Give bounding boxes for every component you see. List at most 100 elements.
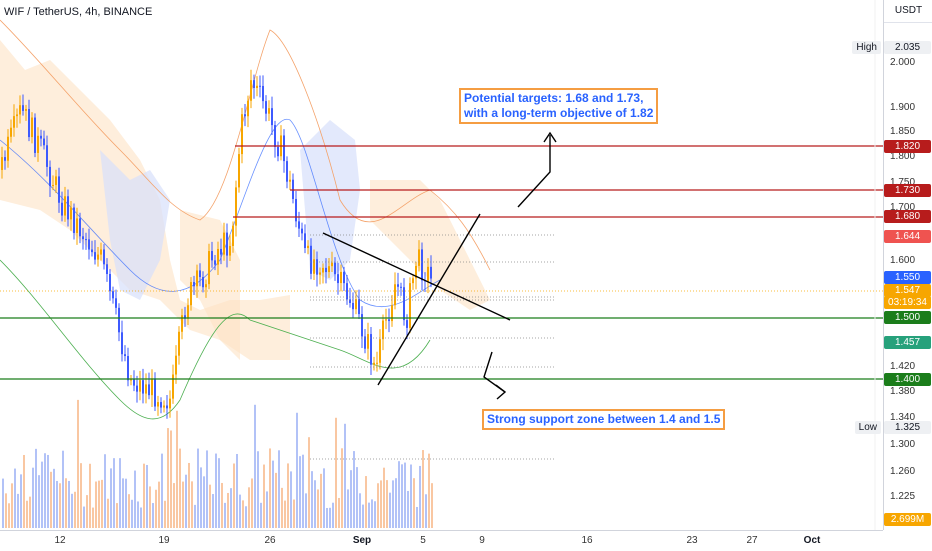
- volume-bar: [119, 458, 121, 528]
- candle-body: [361, 314, 363, 337]
- volume-bar: [299, 456, 301, 528]
- candle-body: [301, 228, 303, 234]
- volume-bar: [341, 448, 343, 528]
- candle-body: [223, 232, 225, 255]
- volume-bar: [47, 454, 49, 528]
- volume-bar: [80, 463, 82, 528]
- chart-area[interactable]: WIF / TetherUS, 4h, BINANCE Potential ta…: [0, 0, 883, 530]
- candle-body: [283, 135, 285, 162]
- candle-body: [385, 319, 387, 321]
- volume-bar: [140, 507, 142, 528]
- volume-bar: [143, 463, 145, 528]
- volume-bar: [173, 483, 175, 528]
- targets-annotation: Potential targets: 1.68 and 1.73, with a…: [459, 88, 659, 124]
- volume-bar: [101, 479, 103, 528]
- candle-body: [61, 202, 63, 216]
- volume-bar: [50, 471, 52, 528]
- volume-bar: [320, 473, 322, 528]
- volume-bar: [71, 493, 73, 528]
- time-tick-month: Oct: [803, 535, 821, 546]
- candle-body: [205, 284, 207, 288]
- lower-band: [0, 259, 431, 420]
- symbol-title: WIF / TetherUS, 4h, BINANCE: [4, 6, 153, 18]
- volume-bar: [365, 476, 367, 528]
- candle-body: [238, 154, 240, 188]
- candle-body: [7, 136, 9, 161]
- volume-bar: [23, 454, 25, 528]
- volume-bar: [8, 503, 10, 528]
- volume-bar: [272, 460, 274, 528]
- candle-body: [220, 248, 222, 255]
- level-badge-1400: 1.400: [884, 373, 931, 386]
- candle-body: [307, 245, 309, 249]
- candle-body: [193, 282, 195, 287]
- volume-bar: [374, 501, 376, 528]
- currency-unit[interactable]: USDT: [884, 0, 932, 23]
- volume-bar: [338, 497, 340, 528]
- price-tick: 1.420: [890, 361, 916, 372]
- volume-bar: [104, 454, 106, 528]
- candle-body: [268, 108, 270, 114]
- volume-bar: [56, 480, 58, 528]
- candle-body: [202, 277, 204, 288]
- candle-body: [88, 239, 90, 250]
- candle-body: [235, 187, 237, 226]
- volume-bar: [209, 484, 211, 528]
- candle-body: [259, 85, 261, 87]
- time-axis[interactable]: 12 19 26 Sep 5 9 16 23 27 Oct: [0, 530, 883, 551]
- candle-body: [271, 108, 273, 126]
- candle-body: [133, 379, 135, 386]
- candle-body: [262, 85, 264, 102]
- bearish-arrowhead: [495, 384, 507, 400]
- candle-body: [427, 266, 429, 282]
- candle-body: [184, 315, 186, 319]
- time-tick: 5: [420, 535, 426, 546]
- volume-bar: [380, 480, 382, 528]
- volume-bar: [137, 501, 139, 528]
- volume-bar: [326, 507, 328, 528]
- volume-bar: [35, 448, 37, 528]
- candle-body: [358, 299, 360, 315]
- volume-bar: [275, 472, 277, 528]
- candle-body: [337, 274, 339, 284]
- candle-body: [25, 109, 27, 111]
- volume-bar: [239, 494, 241, 528]
- volume-bar: [308, 437, 310, 528]
- candle-body: [376, 362, 378, 364]
- cloud-blue: [300, 120, 360, 280]
- price-tick: 1.800: [890, 151, 916, 162]
- candle-body: [1, 157, 3, 170]
- time-tick: 19: [158, 535, 170, 546]
- volume-bar: [77, 399, 79, 528]
- volume-bar: [305, 493, 307, 528]
- volume-bar: [62, 450, 64, 528]
- candle-body: [34, 117, 36, 153]
- volume-bar: [344, 423, 346, 528]
- volume-bar: [425, 494, 427, 528]
- volume-bar: [317, 489, 319, 528]
- volume-bar: [215, 453, 217, 528]
- candle-body: [295, 198, 297, 222]
- candle-body: [292, 179, 294, 199]
- price-chart[interactable]: [0, 0, 883, 530]
- candle-body: [325, 267, 327, 273]
- candle-body: [43, 138, 45, 146]
- candle-body: [430, 266, 432, 279]
- volume-bar: [149, 486, 151, 528]
- volume-bar: [362, 504, 364, 528]
- candle-body: [136, 385, 138, 392]
- volume-bar: [164, 500, 166, 528]
- volume-bar: [335, 417, 337, 528]
- volume-bar: [191, 481, 193, 528]
- candle-body: [85, 239, 87, 241]
- candle-body: [367, 334, 369, 349]
- candle-body: [346, 283, 348, 300]
- volume-bar: [38, 475, 40, 528]
- volume-bar: [314, 480, 316, 528]
- candle-body: [115, 298, 117, 308]
- candle-body: [28, 109, 30, 138]
- volume-bar: [293, 499, 295, 528]
- price-axis[interactable]: USDT 2.000 1.900 1.850 1.800 1.750 1.700…: [883, 0, 932, 530]
- volume-bar: [194, 504, 196, 528]
- candle-body: [241, 114, 243, 155]
